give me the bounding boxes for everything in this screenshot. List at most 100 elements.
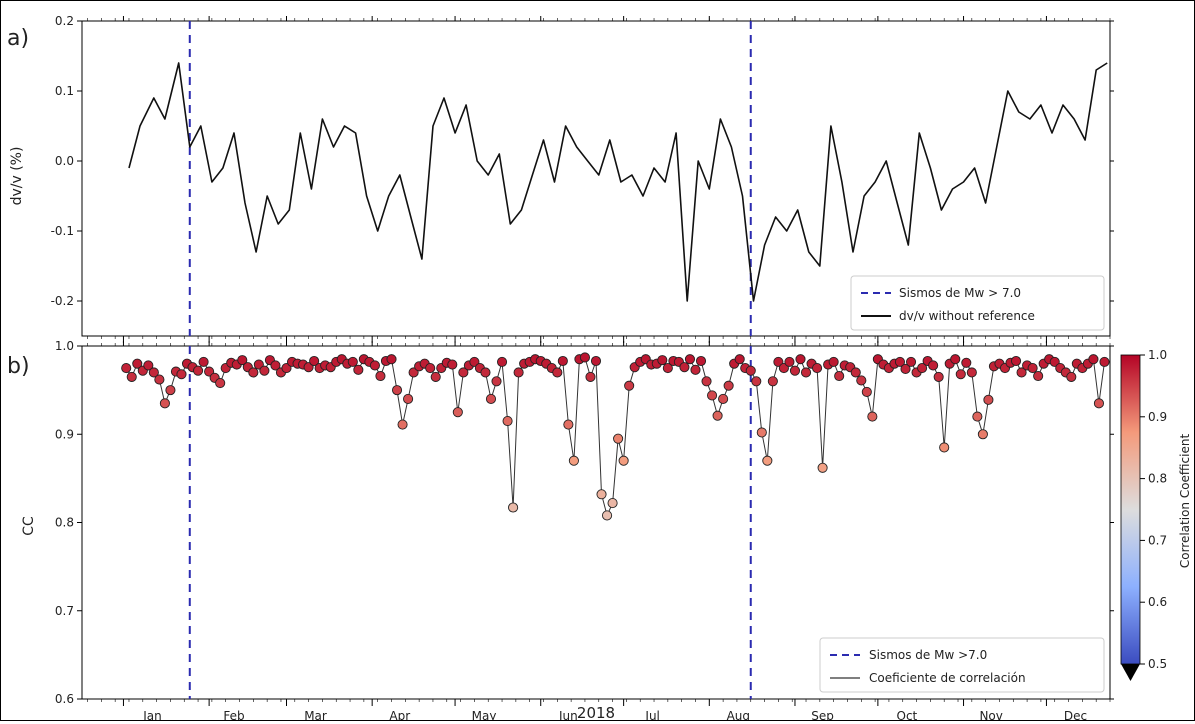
ytick-label-b: 1.0 xyxy=(55,339,74,353)
cc-point xyxy=(834,370,845,382)
ytick-label-b: 0.9 xyxy=(55,427,74,441)
cc-point xyxy=(723,380,734,391)
cc-point xyxy=(707,390,718,401)
month-label: Feb xyxy=(223,709,244,720)
cc-point xyxy=(270,360,281,371)
cc-point xyxy=(624,380,635,391)
cc-point xyxy=(800,367,812,378)
legend-b-box xyxy=(819,637,1105,693)
cc-point xyxy=(657,355,668,366)
cc-point xyxy=(596,489,607,500)
month-label: Jul xyxy=(644,709,659,720)
cc-point xyxy=(745,365,756,376)
x-axis-label: 2018 xyxy=(577,704,615,720)
cc-point xyxy=(508,502,519,513)
month-label: Oct xyxy=(897,709,918,720)
ytick-label-b: 0.6 xyxy=(55,692,74,706)
ytick-label-a: 0.2 xyxy=(55,14,74,28)
panel-b-ylabel: CC xyxy=(21,516,37,536)
ytick-label-a: 0.1 xyxy=(55,84,74,98)
ytick-label-a: 0.0 xyxy=(55,154,74,168)
cc-point xyxy=(1027,363,1038,374)
cc-point xyxy=(894,356,906,367)
cc-point xyxy=(165,385,176,396)
cc-point xyxy=(1099,356,1110,367)
cc-point xyxy=(718,393,729,405)
month-label: Jan xyxy=(142,709,162,720)
cc-point xyxy=(126,371,137,382)
cc-point xyxy=(248,367,259,378)
cc-point xyxy=(121,363,132,374)
cc-point xyxy=(734,354,745,365)
cc-point xyxy=(751,376,762,387)
cc-point xyxy=(900,363,911,374)
cc-point xyxy=(259,365,270,376)
legend-a-line-label: dv/v without reference xyxy=(899,309,1035,323)
cc-point xyxy=(375,370,386,382)
cc-point xyxy=(425,363,436,374)
cc-point xyxy=(613,433,624,444)
cc-point xyxy=(618,455,629,466)
legend-a-box xyxy=(850,275,1105,331)
cc-point xyxy=(1033,370,1044,382)
cc-point xyxy=(590,355,602,367)
cc-point xyxy=(193,365,204,376)
cc-point xyxy=(198,356,209,367)
month-label: Apr xyxy=(389,709,410,720)
legend-b: Sismos de Mw >7.0 Coeficiente de correla… xyxy=(819,637,1105,693)
panel-a-ylabel: dv/v (%) xyxy=(9,147,25,206)
colorbar xyxy=(1120,354,1141,665)
cc-point xyxy=(132,358,143,369)
colorbar-tick-label: 0.7 xyxy=(1148,533,1167,547)
month-label: Jun xyxy=(558,709,578,720)
colorbar-extend-arrow xyxy=(1121,664,1140,681)
cc-point xyxy=(867,411,878,422)
cc-point xyxy=(1066,371,1077,382)
month-label: Mar xyxy=(304,709,327,720)
cc-point xyxy=(563,419,574,430)
colorbar-tick-label: 0.8 xyxy=(1148,472,1167,486)
legend-b-event-label: Sismos de Mw >7.0 xyxy=(869,648,987,662)
cc-point xyxy=(817,462,828,473)
cc-point xyxy=(397,419,408,430)
month-label: Aug xyxy=(727,709,750,720)
cc-point xyxy=(159,398,170,409)
cc-point xyxy=(928,360,939,371)
cc-point xyxy=(933,371,944,382)
ytick-label-b: 0.8 xyxy=(55,516,74,530)
cc-point xyxy=(502,415,513,427)
cc-point xyxy=(966,367,977,378)
cc-point xyxy=(154,374,165,385)
cc-point xyxy=(176,369,187,380)
legend-a: Sismos de Mw > 7.0 dv/v without referenc… xyxy=(850,275,1105,331)
cc-point xyxy=(850,367,861,378)
dvv-series-line xyxy=(128,62,1108,302)
cc-point xyxy=(955,369,966,380)
cc-point xyxy=(762,455,773,466)
cc-point xyxy=(1016,367,1027,378)
cc-point xyxy=(552,367,563,378)
month-label: Dec xyxy=(1064,709,1087,720)
cc-point xyxy=(917,363,928,374)
cc-point xyxy=(353,364,364,375)
cc-point xyxy=(480,367,491,378)
cc-point xyxy=(447,359,458,370)
cc-point xyxy=(607,498,618,509)
cc-point xyxy=(579,352,590,363)
cc-point xyxy=(602,510,613,521)
cc-point xyxy=(983,394,994,405)
cc-point xyxy=(347,356,358,367)
cc-point xyxy=(585,371,596,382)
legend-a-event-label: Sismos de Mw > 7.0 xyxy=(899,286,1021,300)
cc-point xyxy=(950,354,961,365)
cc-point xyxy=(861,386,872,397)
cc-point xyxy=(784,356,795,367)
cc-point xyxy=(789,365,801,376)
colorbar-tick-label: 1.0 xyxy=(1148,348,1167,362)
cc-point xyxy=(215,378,226,389)
cc-point xyxy=(391,385,403,396)
cc-point xyxy=(237,355,248,366)
cc-point xyxy=(701,376,712,387)
cc-point xyxy=(148,367,159,378)
cc-point xyxy=(684,354,696,365)
